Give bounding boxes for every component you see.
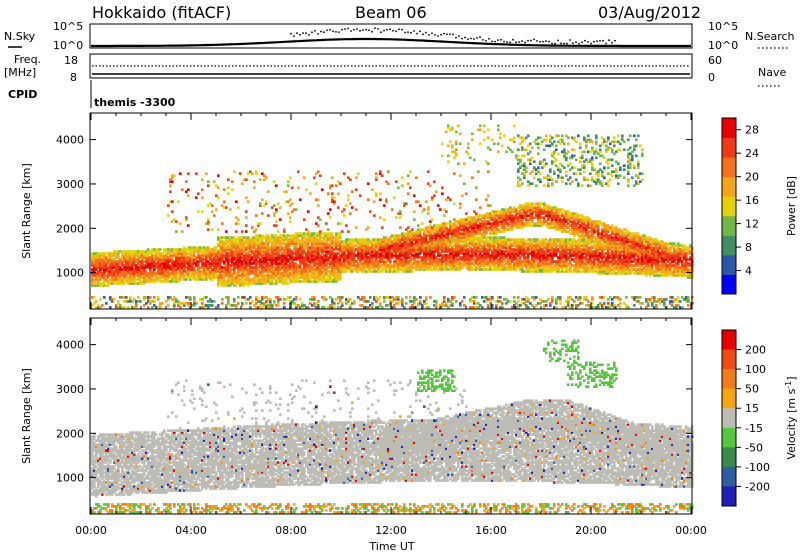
colorbar-swatch [722,349,736,370]
colorbar-tick-label: 16 [745,194,759,207]
colorbar-swatch [722,254,736,275]
power-heatmap [91,124,694,309]
colorbar-tick-label: 12 [745,218,759,231]
nsky-trace [91,27,691,48]
cpid-value: themis -3300 [94,96,176,109]
y-tick-label: 2000 [56,222,84,235]
colorbar-swatch [722,330,736,351]
nsky-right-tick-high: 10^5 [708,20,738,33]
nave-tick-high: 60 [708,54,722,67]
x-tick-label: 00:00 [675,524,707,537]
cpid-label: CPID [8,88,37,101]
colorbar-swatch [722,137,736,158]
velocity-colorbar-label: Velocity [m s-1] [784,376,798,459]
colorbar-swatch [722,466,736,487]
colorbar-tick-label: 200 [745,344,766,357]
date-title: 03/Aug/2012 [598,3,701,22]
nave-tick-low: 0 [708,71,715,84]
freq-panel: Freq. [MHz] 18 8 60 0 Nave [4,53,786,87]
power-panel: Slant Range [km] 1000 2000 3000 4000 [20,112,694,310]
colorbar-swatch [722,274,736,295]
y-tick-label: 2000 [56,427,84,440]
nsearch-label: N.Search [745,30,795,43]
x-tick-label: 04:00 [175,524,207,537]
colorbar-tick-label: 4 [745,265,752,278]
colorbar-swatch [722,235,736,256]
time-tick-labels: 00:00 04:00 08:00 12:00 16:00 20:00 00:00 [75,524,707,537]
nsky-label: N.Sky [4,30,36,43]
x-tick-label: 00:00 [75,524,107,537]
colorbar-swatch [722,486,736,507]
colorbar-tick-label: -50 [745,441,763,454]
y-tick-label: 1000 [56,267,84,280]
colorbar-tick-label: 20 [745,171,759,184]
y-tick-label: 4000 [56,339,84,352]
colorbar-tick-label: 15 [745,402,759,415]
colorbar-swatch [722,118,736,139]
colorbar-swatch [722,408,736,429]
colorbar-tick-label: 24 [745,147,759,160]
x-tick-label: 08:00 [275,524,307,537]
colorbar-tick-label: 100 [745,363,766,376]
freq-unit: [MHz] [4,66,36,79]
x-tick-label: 12:00 [375,524,407,537]
power-colorbar-label: Power [dB] [785,176,798,236]
velocity-y-ticks: 1000 2000 3000 4000 [56,339,692,485]
colorbar-swatch [722,176,736,197]
x-tick-label: 16:00 [475,524,507,537]
colorbar-swatch [722,388,736,409]
colorbar-tick-label: -100 [745,461,770,474]
y-tick-label: 1000 [56,472,84,485]
velocity-ylabel: Slant Range [km] [20,368,33,464]
velocity-heatmap [91,339,694,514]
colorbar-tick-label: 8 [745,241,752,254]
xlabel: Time UT [368,540,414,553]
colorbar-tick-label: -15 [745,422,763,435]
beam-title: Beam 06 [355,3,427,22]
power-colorbar: 4 8 12 16 20 24 28 Power [dB] [721,117,798,295]
velocity-x-ticks [90,318,692,514]
colorbar-tick-label: 50 [745,383,759,396]
nave-label: Nave [758,66,786,79]
freq-label: Freq. [14,53,41,66]
colorbar-swatch [722,369,736,390]
power-ylabel: Slant Range [km] [20,163,33,259]
colorbar-swatch [722,427,736,448]
power-y-ticks: 1000 2000 3000 4000 [56,134,692,280]
y-tick-label: 4000 [56,134,84,147]
nsky-tick-low: 10^0 [53,39,83,52]
y-tick-label: 3000 [56,383,84,396]
colorbar-swatch [722,157,736,178]
colorbar-swatch [722,447,736,468]
colorbar-swatch [722,215,736,236]
freq-tick-low: 8 [70,71,77,84]
power-x-ticks [90,113,692,309]
velocity-colorbar: 200 100 50 15 -15 -50 -100 -200 Velocity [m s-1… [721,329,798,507]
station-title: Hokkaido (fitACF) [92,3,231,22]
nsky-tick-high: 10^5 [53,20,83,33]
x-tick-label: 20:00 [575,524,607,537]
cpid-row: CPID themis -3300 [8,80,176,109]
nsky-panel: N.Sky 10^5 10^0 10^5 10^0 N.Search [4,20,795,52]
colorbar-tick-label: 28 [745,124,759,137]
nsky-right-tick-low: 10^0 [708,39,738,52]
colorbar-swatch [722,196,736,217]
colorbar-tick-label: -200 [745,480,770,493]
freq-tick-high: 18 [64,54,78,67]
y-tick-label: 3000 [56,178,84,191]
